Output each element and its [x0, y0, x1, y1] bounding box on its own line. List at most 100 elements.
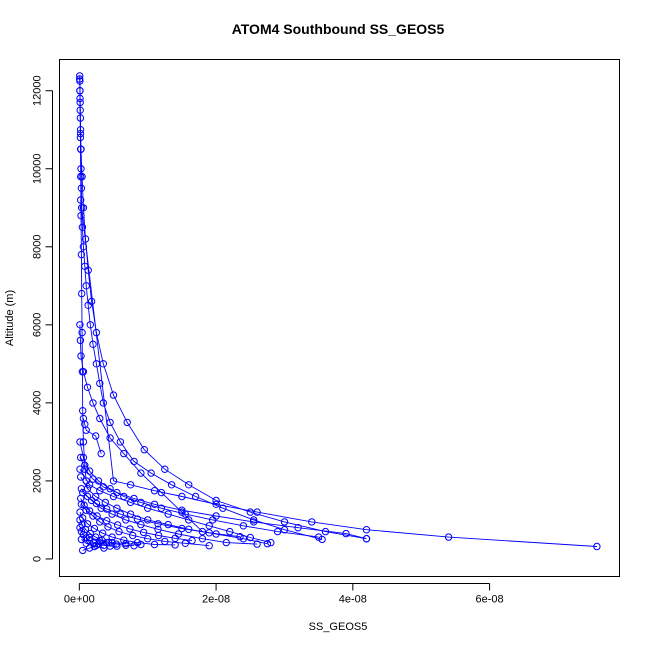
data-point	[96, 379, 104, 388]
data-point	[123, 418, 131, 427]
data-point	[81, 461, 89, 469]
series-line	[79, 98, 87, 481]
series-line	[80, 498, 193, 542]
data-point	[314, 533, 323, 541]
data-point	[185, 481, 193, 489]
data-point	[109, 391, 118, 399]
data-point	[77, 494, 85, 503]
data-point	[167, 481, 176, 489]
data-point	[77, 145, 85, 153]
y-axis-title: Altitude (m)	[4, 290, 16, 346]
data-point	[246, 533, 255, 542]
data-point	[77, 172, 85, 181]
data-point	[96, 536, 104, 545]
data-point	[150, 487, 159, 495]
data-point	[147, 469, 155, 477]
data-point	[164, 510, 172, 518]
series-line	[79, 324, 203, 532]
data-point	[171, 534, 179, 542]
series-19	[79, 414, 105, 458]
data-point	[120, 492, 128, 501]
data-point	[82, 539, 90, 547]
data-point	[362, 535, 371, 543]
data-point	[126, 525, 134, 533]
data-point	[76, 133, 85, 142]
data-point	[185, 516, 193, 524]
data-point	[76, 336, 85, 345]
data-point	[362, 526, 371, 534]
data-point	[106, 434, 114, 442]
data-point	[82, 477, 90, 485]
data-point	[342, 529, 350, 538]
data-point	[205, 542, 213, 550]
series-17	[85, 533, 145, 549]
data-point	[219, 504, 227, 512]
series-line	[81, 488, 241, 538]
data-point	[78, 289, 86, 298]
data-point	[263, 540, 272, 548]
data-point	[226, 527, 234, 536]
series-13	[77, 485, 244, 541]
plot-area-frame	[59, 59, 620, 577]
data-point	[97, 449, 105, 458]
data-point	[157, 504, 166, 512]
data-point	[122, 516, 130, 524]
data-point	[85, 467, 94, 475]
data-point	[108, 533, 116, 541]
data-point	[222, 538, 231, 547]
data-point	[154, 531, 163, 540]
data-point	[144, 516, 152, 524]
data-point	[212, 500, 220, 508]
data-point	[76, 321, 84, 329]
data-point	[144, 535, 152, 543]
series-line	[79, 511, 176, 546]
data-point	[78, 328, 86, 337]
series-layer	[76, 72, 601, 555]
data-point	[82, 426, 90, 434]
x-tick-label: 0e+00	[64, 594, 95, 606]
y-tick-label: 6000	[32, 313, 44, 337]
data-point	[85, 507, 94, 515]
data-point	[113, 504, 121, 512]
series-5	[77, 473, 272, 548]
data-point	[205, 522, 213, 530]
data-point	[86, 529, 95, 538]
data-point	[77, 250, 86, 259]
data-point	[76, 87, 84, 95]
data-point	[113, 521, 122, 529]
data-point	[137, 520, 145, 529]
data-point	[188, 536, 196, 545]
data-point	[77, 473, 85, 481]
series-2	[77, 196, 601, 551]
data-point	[85, 544, 94, 552]
data-point	[273, 527, 282, 536]
data-point	[239, 522, 248, 530]
x-tick-label: 6e-08	[476, 594, 504, 606]
data-point	[181, 510, 190, 518]
data-point	[85, 533, 94, 542]
series-line	[82, 418, 102, 454]
data-point	[139, 528, 148, 537]
data-point	[140, 446, 149, 454]
series-15	[76, 94, 90, 485]
series-line	[79, 75, 323, 540]
data-point	[92, 432, 100, 440]
data-point	[113, 488, 121, 497]
data-point	[130, 542, 138, 550]
data-point	[129, 531, 137, 540]
data-point	[236, 533, 244, 541]
data-point	[79, 204, 88, 212]
chart-title: ATOM4 Southbound SS_GEOS5	[232, 21, 445, 37]
series-line	[79, 441, 319, 538]
y-tick-label: 10000	[32, 153, 44, 184]
data-point	[76, 465, 84, 473]
data-point	[76, 508, 84, 516]
series-line	[82, 492, 258, 545]
data-point	[116, 510, 125, 518]
data-point	[94, 477, 103, 485]
series-line	[79, 78, 367, 540]
series-line	[80, 457, 367, 540]
data-point	[137, 498, 145, 507]
x-tick-label: 4e-08	[339, 594, 367, 606]
data-point	[89, 340, 97, 348]
